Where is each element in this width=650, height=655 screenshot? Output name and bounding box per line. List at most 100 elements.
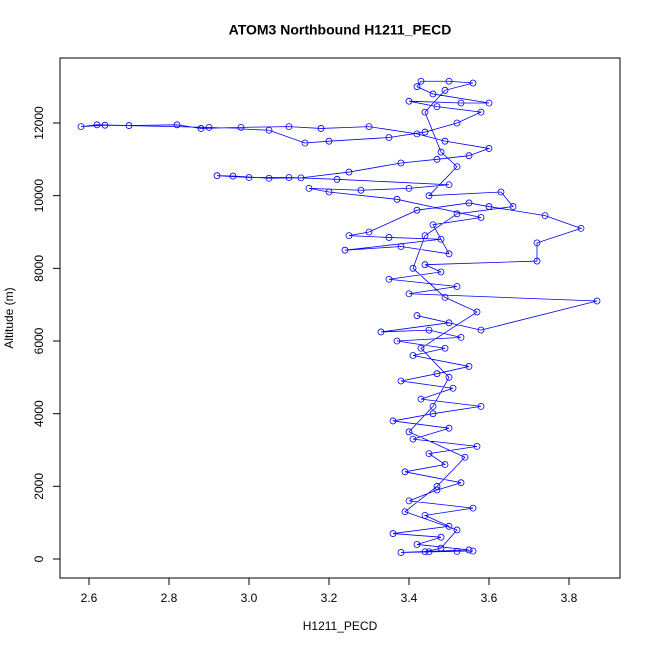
- data-point: [365, 228, 373, 236]
- data-point: [417, 395, 425, 403]
- data-point: [433, 486, 441, 494]
- data-point: [393, 195, 401, 203]
- y-tick-label: 2000: [32, 473, 46, 500]
- data-point: [413, 541, 421, 548]
- data-point: [397, 243, 405, 250]
- data-point: [101, 121, 109, 129]
- data-point: [429, 410, 437, 418]
- data-point: [325, 137, 333, 145]
- data-point: [425, 450, 433, 458]
- data-point: [397, 377, 405, 385]
- data-point: [497, 188, 505, 196]
- data-point: [325, 188, 333, 196]
- data-point: [285, 123, 293, 131]
- data-point: [421, 232, 429, 240]
- y-tick-label: 12000: [32, 106, 46, 140]
- data-point: [317, 125, 325, 132]
- data-point: [389, 530, 397, 537]
- data-point: [393, 337, 401, 345]
- data-point: [445, 181, 453, 189]
- data-point: [445, 77, 453, 85]
- data-point: [469, 79, 477, 87]
- data-point: [485, 203, 493, 210]
- x-tick-label: 3.0: [241, 591, 258, 605]
- data-point: [593, 297, 601, 305]
- data-point: [405, 428, 413, 436]
- data-point: [473, 308, 481, 316]
- data-point: [365, 123, 373, 131]
- data-point: [405, 97, 413, 105]
- data-point: [333, 175, 341, 183]
- data-point: [301, 139, 309, 147]
- data-point: [445, 319, 453, 327]
- data-point: [445, 424, 453, 432]
- x-tick-label: 2.8: [161, 591, 178, 605]
- data-point: [473, 442, 481, 450]
- data-point: [461, 453, 469, 461]
- x-tick-label: 3.2: [321, 591, 338, 605]
- data-point: [413, 130, 421, 138]
- data-point: [229, 172, 237, 180]
- data-point: [421, 511, 429, 519]
- data-point: [485, 145, 493, 152]
- data-point: [213, 172, 221, 180]
- data-point: [397, 549, 405, 556]
- data-point: [509, 203, 517, 210]
- data-point: [429, 221, 437, 229]
- data-point: [465, 199, 473, 207]
- data-point: [437, 235, 445, 243]
- data-point: [345, 168, 353, 176]
- data-point: [453, 283, 461, 290]
- data-point: [441, 461, 449, 468]
- data-point: [469, 547, 477, 555]
- data-point: [413, 312, 421, 319]
- data-point: [457, 479, 465, 487]
- data-point: [457, 99, 465, 107]
- data-point: [77, 123, 85, 131]
- data-point: [405, 184, 413, 192]
- data-point: [437, 533, 445, 541]
- data-point: [417, 77, 425, 85]
- data-point: [413, 206, 421, 214]
- data-point: [173, 121, 181, 129]
- data-point: [441, 344, 449, 352]
- data-point: [425, 548, 433, 556]
- data-point: [401, 508, 409, 516]
- data-point: [445, 373, 453, 381]
- data-point: [453, 163, 461, 170]
- data-point: [485, 99, 493, 107]
- chart-title: ATOM3 Northbound H1211_PECD: [229, 22, 452, 38]
- data-point: [533, 257, 541, 265]
- data-point: [541, 212, 549, 220]
- x-tick-label: 3.4: [401, 591, 418, 605]
- y-tick-label: 8000: [32, 255, 46, 282]
- data-point: [437, 148, 445, 156]
- data-line: [80, 80, 598, 553]
- y-tick-label: 4000: [32, 400, 46, 427]
- data-point: [477, 214, 485, 221]
- data-point: [377, 328, 385, 336]
- data-point: [457, 333, 465, 341]
- data-point: [409, 352, 417, 359]
- data-point: [205, 123, 213, 131]
- y-tick-label: 6000: [32, 327, 46, 354]
- data-point: [465, 546, 473, 554]
- data-point: [453, 210, 461, 218]
- data-point: [441, 137, 449, 145]
- data-point: [93, 121, 101, 129]
- plot-frame: [59, 57, 621, 579]
- data-point: [477, 402, 485, 410]
- data-point: [425, 192, 433, 200]
- x-axis-label: H1211_PECD: [303, 619, 378, 633]
- data-point: [385, 134, 393, 141]
- data-point: [433, 370, 441, 378]
- data-point: [477, 108, 485, 116]
- y-tick-label: 0: [32, 555, 46, 562]
- data-point: [237, 123, 245, 131]
- data-point: [453, 119, 461, 127]
- data-point: [357, 186, 365, 194]
- data-point: [441, 293, 449, 301]
- data-point: [445, 522, 453, 530]
